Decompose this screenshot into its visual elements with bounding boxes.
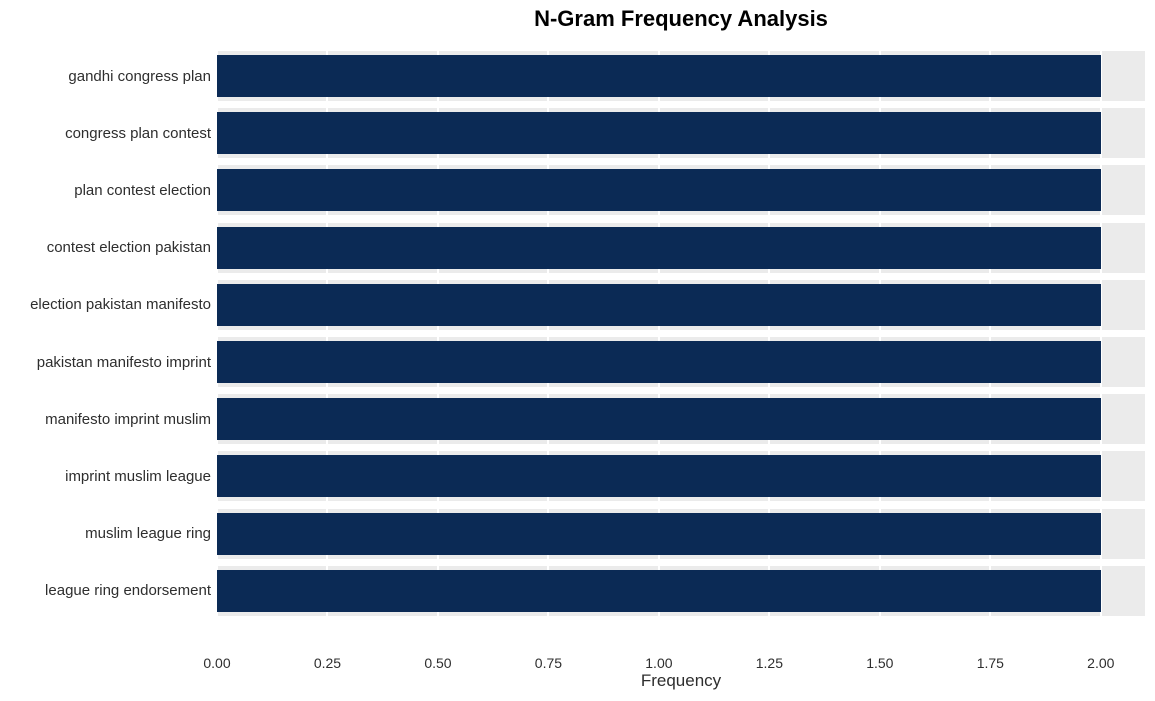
bar (217, 341, 1101, 383)
plot-area (217, 37, 1145, 637)
x-tick-label: 0.25 (297, 655, 357, 671)
x-tick-label: 2.00 (1071, 655, 1131, 671)
bar (217, 398, 1101, 440)
y-tick-label: congress plan contest (6, 126, 211, 141)
bar (217, 570, 1101, 612)
y-tick-label: muslim league ring (6, 526, 211, 541)
x-tick-label: 1.00 (629, 655, 689, 671)
bar (217, 513, 1101, 555)
y-tick-label: contest election pakistan (6, 240, 211, 255)
x-axis-label: Frequency (217, 671, 1145, 691)
bar (217, 169, 1101, 211)
x-tick-label: 0.50 (408, 655, 468, 671)
y-tick-label: manifesto imprint muslim (6, 412, 211, 427)
x-tick-label: 0.00 (187, 655, 247, 671)
ngram-frequency-chart: N-Gram Frequency Analysis Frequency gand… (0, 0, 1155, 701)
bar (217, 55, 1101, 97)
y-tick-label: election pakistan manifesto (6, 297, 211, 312)
y-tick-label: league ring endorsement (6, 583, 211, 598)
bar (217, 227, 1101, 269)
x-tick-label: 1.50 (850, 655, 910, 671)
bar (217, 284, 1101, 326)
chart-title: N-Gram Frequency Analysis (217, 6, 1145, 32)
y-tick-label: gandhi congress plan (6, 69, 211, 84)
x-tick-label: 1.25 (739, 655, 799, 671)
x-tick-label: 1.75 (960, 655, 1020, 671)
bar (217, 112, 1101, 154)
y-tick-label: pakistan manifesto imprint (6, 355, 211, 370)
bar (217, 455, 1101, 497)
x-tick-label: 0.75 (518, 655, 578, 671)
y-tick-label: plan contest election (6, 183, 211, 198)
y-tick-label: imprint muslim league (6, 469, 211, 484)
